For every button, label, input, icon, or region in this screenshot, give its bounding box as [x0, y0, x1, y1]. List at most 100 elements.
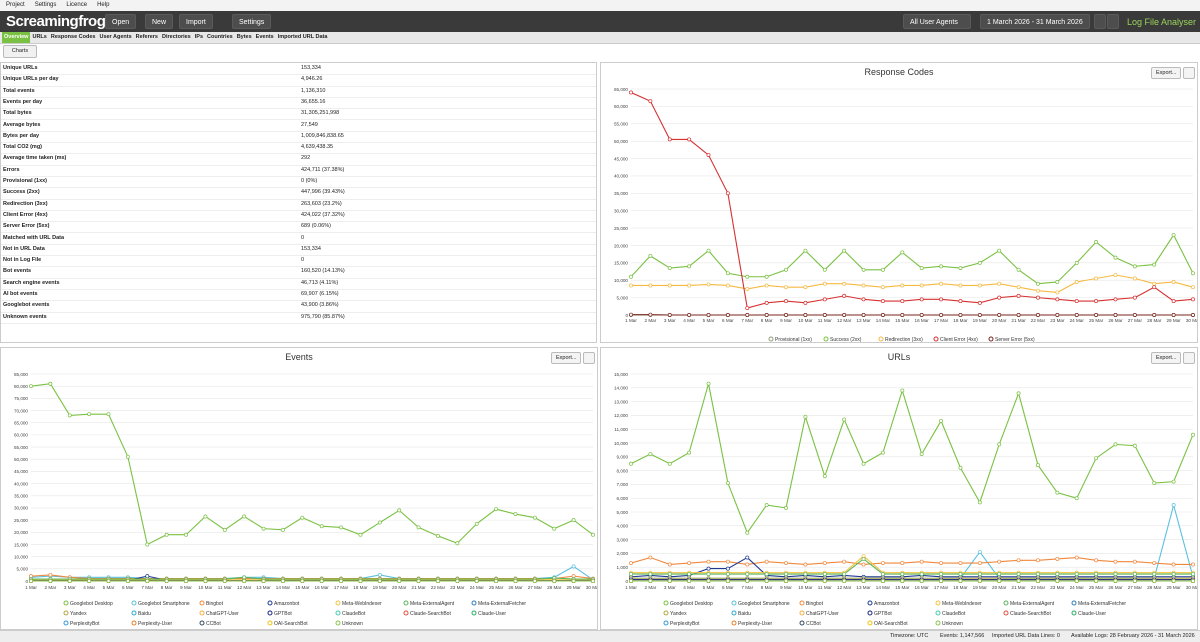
- data-point: [746, 556, 749, 559]
- next-button[interactable]: [1107, 14, 1119, 29]
- data-point: [629, 91, 632, 94]
- settings-gear[interactable]: [583, 352, 595, 364]
- data-point: [629, 462, 632, 465]
- data-point: [68, 579, 71, 582]
- y-tick-label: 30,000: [614, 208, 628, 213]
- data-point: [417, 579, 420, 582]
- y-tick-label: 13,000: [614, 399, 628, 404]
- charts-button[interactable]: Charts: [3, 45, 37, 58]
- data-point: [726, 573, 729, 576]
- data-point: [1095, 240, 1098, 243]
- stat-value: 0 (0%): [301, 176, 317, 187]
- y-tick-label: 6,000: [617, 496, 629, 501]
- legend-label: Client Error (4xx): [940, 337, 978, 342]
- settings-gear[interactable]: [1183, 67, 1195, 79]
- data-point: [165, 533, 168, 536]
- legend-marker: [404, 601, 408, 605]
- data-point: [649, 573, 652, 576]
- data-point: [726, 192, 729, 195]
- tab[interactable]: Imported URL Data: [276, 32, 330, 43]
- data-point: [843, 294, 846, 297]
- panel-title: Events: [1, 352, 597, 362]
- data-point: [746, 275, 749, 278]
- import-button[interactable]: Import: [179, 14, 213, 29]
- x-tick-label: 27 Mar: [1128, 585, 1143, 590]
- data-point: [456, 579, 459, 582]
- data-point: [204, 579, 207, 582]
- date-range-select[interactable]: 1 March 2026 - 31 March 2026: [980, 14, 1090, 29]
- tab[interactable]: Response Codes: [49, 32, 98, 43]
- settings-gear[interactable]: [1183, 352, 1195, 364]
- menu-item[interactable]: Settings: [35, 2, 57, 8]
- prev-button[interactable]: [1094, 14, 1106, 29]
- data-point: [939, 579, 942, 582]
- menu-item[interactable]: Help: [97, 2, 109, 8]
- data-point: [765, 275, 768, 278]
- y-tick-label: 45,000: [614, 156, 628, 161]
- data-point: [1075, 261, 1078, 264]
- tab[interactable]: Bytes: [235, 32, 254, 43]
- tab[interactable]: Referers: [134, 32, 160, 43]
- x-tick-label: 18 Mar: [953, 318, 968, 323]
- data-point: [1153, 561, 1156, 564]
- data-point: [998, 560, 1001, 563]
- data-point: [901, 284, 904, 287]
- x-tick-label: 29 Mar: [566, 585, 581, 590]
- stat-label: Unique URLs: [3, 63, 38, 74]
- legend-marker: [868, 601, 872, 605]
- menu-item[interactable]: Project: [6, 2, 25, 8]
- x-tick-label: 28 Mar: [1147, 585, 1162, 590]
- export-button[interactable]: Export...: [1151, 67, 1181, 79]
- x-tick-label: 10 Mar: [798, 318, 813, 323]
- legend-marker: [404, 611, 408, 615]
- legend-marker: [1072, 611, 1076, 615]
- data-point: [746, 313, 749, 316]
- x-tick-label: 29 Mar: [1166, 585, 1181, 590]
- data-point: [339, 526, 342, 529]
- data-point: [1114, 573, 1117, 576]
- data-point: [978, 261, 981, 264]
- data-point: [707, 153, 710, 156]
- data-point: [920, 560, 923, 563]
- stat-value: 46,713 (4.11%): [301, 278, 338, 289]
- x-tick-label: 12 Mar: [837, 318, 852, 323]
- series-line: [631, 275, 1193, 292]
- x-tick-label: 18 Mar: [353, 585, 368, 590]
- data-point: [1056, 557, 1059, 560]
- x-tick-label: 9 Mar: [780, 585, 792, 590]
- legend-label: CCBot: [206, 621, 221, 627]
- settings-button[interactable]: Settings: [232, 14, 271, 29]
- tab[interactable]: URLs: [30, 32, 48, 43]
- export-button[interactable]: Export...: [551, 352, 581, 364]
- legend-marker: [934, 337, 938, 341]
- y-tick-label: 2,000: [617, 551, 629, 556]
- tab[interactable]: Overview: [2, 32, 30, 43]
- export-button[interactable]: Export...: [1151, 352, 1181, 364]
- legend-label: Googlebot Smartphone: [738, 601, 790, 607]
- data-point: [1056, 298, 1059, 301]
- data-point: [1017, 294, 1020, 297]
- tab[interactable]: Directories: [160, 32, 193, 43]
- new-button[interactable]: New: [145, 14, 173, 29]
- y-tick-label: 10,000: [614, 441, 628, 446]
- data-point: [649, 284, 652, 287]
- open-button[interactable]: Open: [105, 14, 136, 29]
- tab[interactable]: Countries: [205, 32, 235, 43]
- y-tick-label: 35,000: [614, 191, 628, 196]
- y-tick-label: 40,000: [14, 481, 28, 486]
- menu-item[interactable]: Licence: [66, 2, 87, 8]
- legend-marker: [268, 611, 272, 615]
- data-point: [281, 528, 284, 531]
- y-tick-label: 20,000: [14, 530, 28, 535]
- series-line: [31, 575, 593, 579]
- tab[interactable]: IPs: [193, 32, 205, 43]
- data-point: [804, 573, 807, 576]
- tab[interactable]: User Agents: [97, 32, 133, 43]
- user-agent-select[interactable]: All User Agents: [903, 14, 971, 29]
- data-point: [49, 579, 52, 582]
- data-point: [553, 579, 556, 582]
- stat-label: Search engine events: [3, 278, 60, 289]
- tab[interactable]: Events: [254, 32, 276, 43]
